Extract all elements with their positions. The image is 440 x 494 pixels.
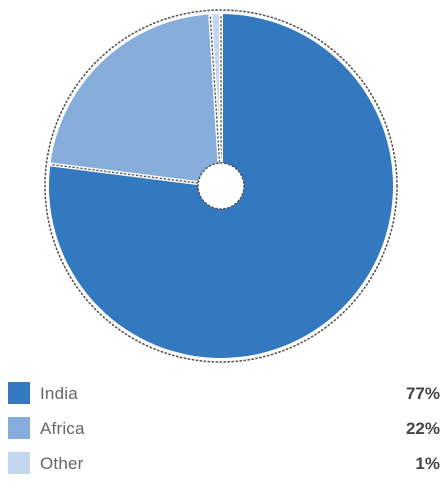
legend-swatch-africa	[8, 417, 30, 439]
legend-label-india: India	[40, 384, 78, 403]
legend: India 77% Africa 22% Other 1%	[8, 382, 440, 487]
legend-swatch-india	[8, 382, 30, 404]
pie-outer-ring	[44, 9, 398, 363]
legend-item-other: Other 1%	[8, 452, 440, 474]
legend-value-other: 1%	[415, 454, 440, 473]
legend-value-africa: 22%	[405, 419, 440, 438]
pie-separator-2	[209, 13, 222, 187]
pie-separator-1	[49, 163, 222, 187]
pie-chart	[44, 9, 398, 363]
legend-item-africa: Africa 22%	[8, 417, 440, 439]
legend-value-india: 77%	[405, 384, 440, 403]
pie-center-hole	[197, 162, 245, 210]
legend-item-india: India 77%	[8, 382, 440, 404]
legend-swatch-other	[8, 452, 30, 474]
pie-slice-africa	[50, 14, 222, 187]
legend-label-africa: Africa	[40, 419, 85, 438]
legend-label-other: Other	[40, 454, 84, 473]
